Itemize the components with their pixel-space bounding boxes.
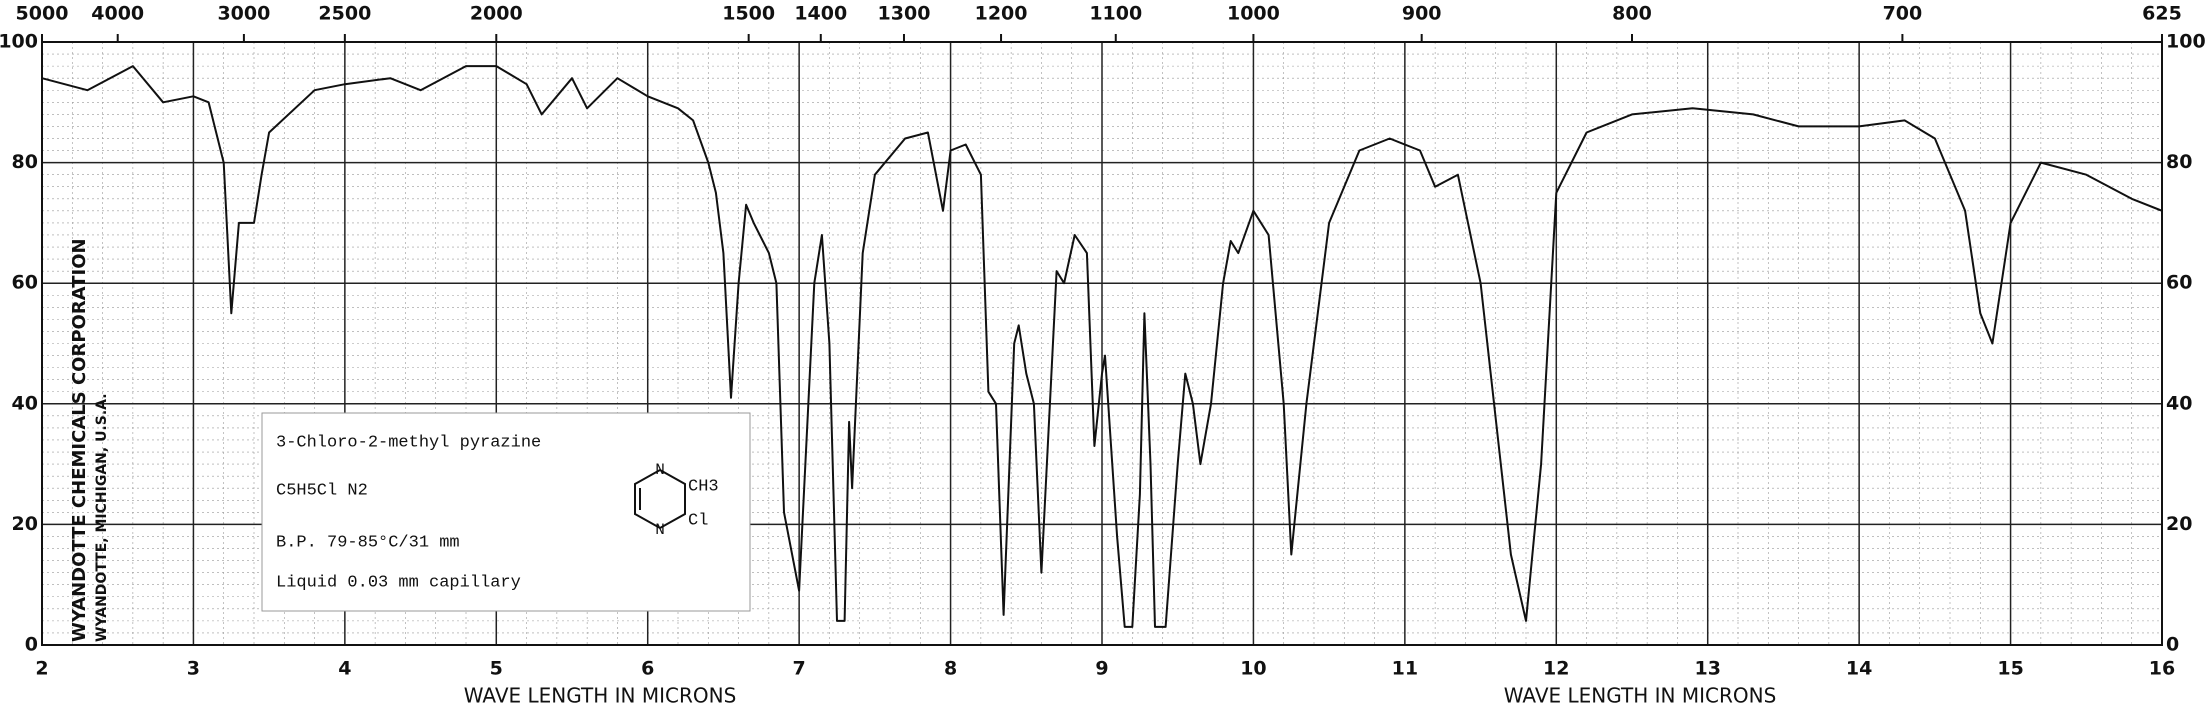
x-tick-label: 6: [641, 658, 654, 680]
x-tick-label: 13: [1694, 658, 1720, 680]
atom-n: N: [655, 461, 665, 479]
y-tick-label: 0: [25, 634, 38, 656]
x2-tick-label: 625: [2142, 3, 2182, 25]
x2-tick-label: 2000: [470, 3, 523, 25]
x2-tick-label: 1100: [1089, 3, 1142, 25]
formula: C5H5Cl N2: [276, 481, 368, 500]
x-axis-label: WAVE LENGTH IN MICRONS: [1504, 684, 1777, 708]
x-tick-label: 15: [1997, 658, 2023, 680]
atom-n: N: [655, 521, 665, 539]
sample: Liquid 0.03 mm capillary: [276, 573, 521, 592]
x-tick-label: 9: [1095, 658, 1108, 680]
boiling-point: B.P. 79-85°C/31 mm: [276, 533, 460, 552]
y-tick-label: 100: [0, 31, 38, 53]
methyl: CH3: [688, 477, 719, 496]
x2-tick-label: 1000: [1227, 3, 1280, 25]
x2-tick-label: 700: [1883, 3, 1923, 25]
spectrum-line: [41, 65, 2163, 628]
ring: [634, 468, 686, 530]
x-tick-label: 3: [187, 658, 200, 680]
x2-tick-label: 4000: [91, 3, 144, 25]
y2-tick-label: 80: [2166, 151, 2192, 173]
x2-tick-label: 2500: [318, 3, 371, 25]
y-tick-label: 20: [12, 513, 38, 535]
x2-tick-label: 800: [1612, 3, 1652, 25]
side-text: WYANDOTTE CHEMICALS CORPORATION WYANDOTT…: [69, 238, 110, 642]
chlorine: Cl: [688, 511, 708, 530]
x-tick-label: 14: [1846, 658, 1872, 680]
y2-tick-label: 20: [2166, 513, 2192, 535]
y2-tick-label: 0: [2166, 634, 2179, 656]
y2-tick-label: 100: [2166, 31, 2206, 53]
x-axis-label: WAVE LENGTH IN MICRONS: [464, 684, 737, 708]
info-box-bg: [261, 412, 751, 612]
y2-tick-label: 40: [2166, 392, 2192, 414]
x-tick-label: 16: [2149, 658, 2175, 680]
x2-tick-label: 1200: [975, 3, 1028, 25]
x2-tick-label: 900: [1402, 3, 1442, 25]
x-tick-label: 5: [490, 658, 503, 680]
x-tick-label: 4: [338, 658, 351, 680]
x2-tick-label: 1300: [878, 3, 931, 25]
plot-frame: [41, 41, 2163, 646]
y-tick-label: 40: [12, 392, 38, 414]
address: WYANDOTTE, MICHIGAN, U.S.A.: [94, 393, 110, 642]
company: WYANDOTTE CHEMICALS CORPORATION: [69, 238, 90, 642]
x-tick-label: 2: [35, 658, 48, 680]
x-tick-label: 7: [793, 658, 806, 680]
x-tick-label: 10: [1240, 658, 1266, 680]
info-box: 3-Chloro-2-methyl pyrazine C5H5Cl N2 B.P…: [261, 412, 751, 612]
compound-name: 3-Chloro-2-methyl pyrazine: [276, 433, 541, 452]
x-tick-label: 8: [944, 658, 957, 680]
x2-tick-label: 1500: [722, 3, 775, 25]
x2-tick-label: 1400: [794, 3, 847, 25]
y-tick-label: 80: [12, 151, 38, 173]
y2-tick-label: 60: [2166, 272, 2192, 294]
y-tick-label: 60: [12, 272, 38, 294]
x2-tick-label: 3000: [217, 3, 270, 25]
x-tick-label: 11: [1392, 658, 1418, 680]
x-tick-label: 12: [1543, 658, 1569, 680]
x2-tick-label: 5000: [16, 3, 69, 25]
